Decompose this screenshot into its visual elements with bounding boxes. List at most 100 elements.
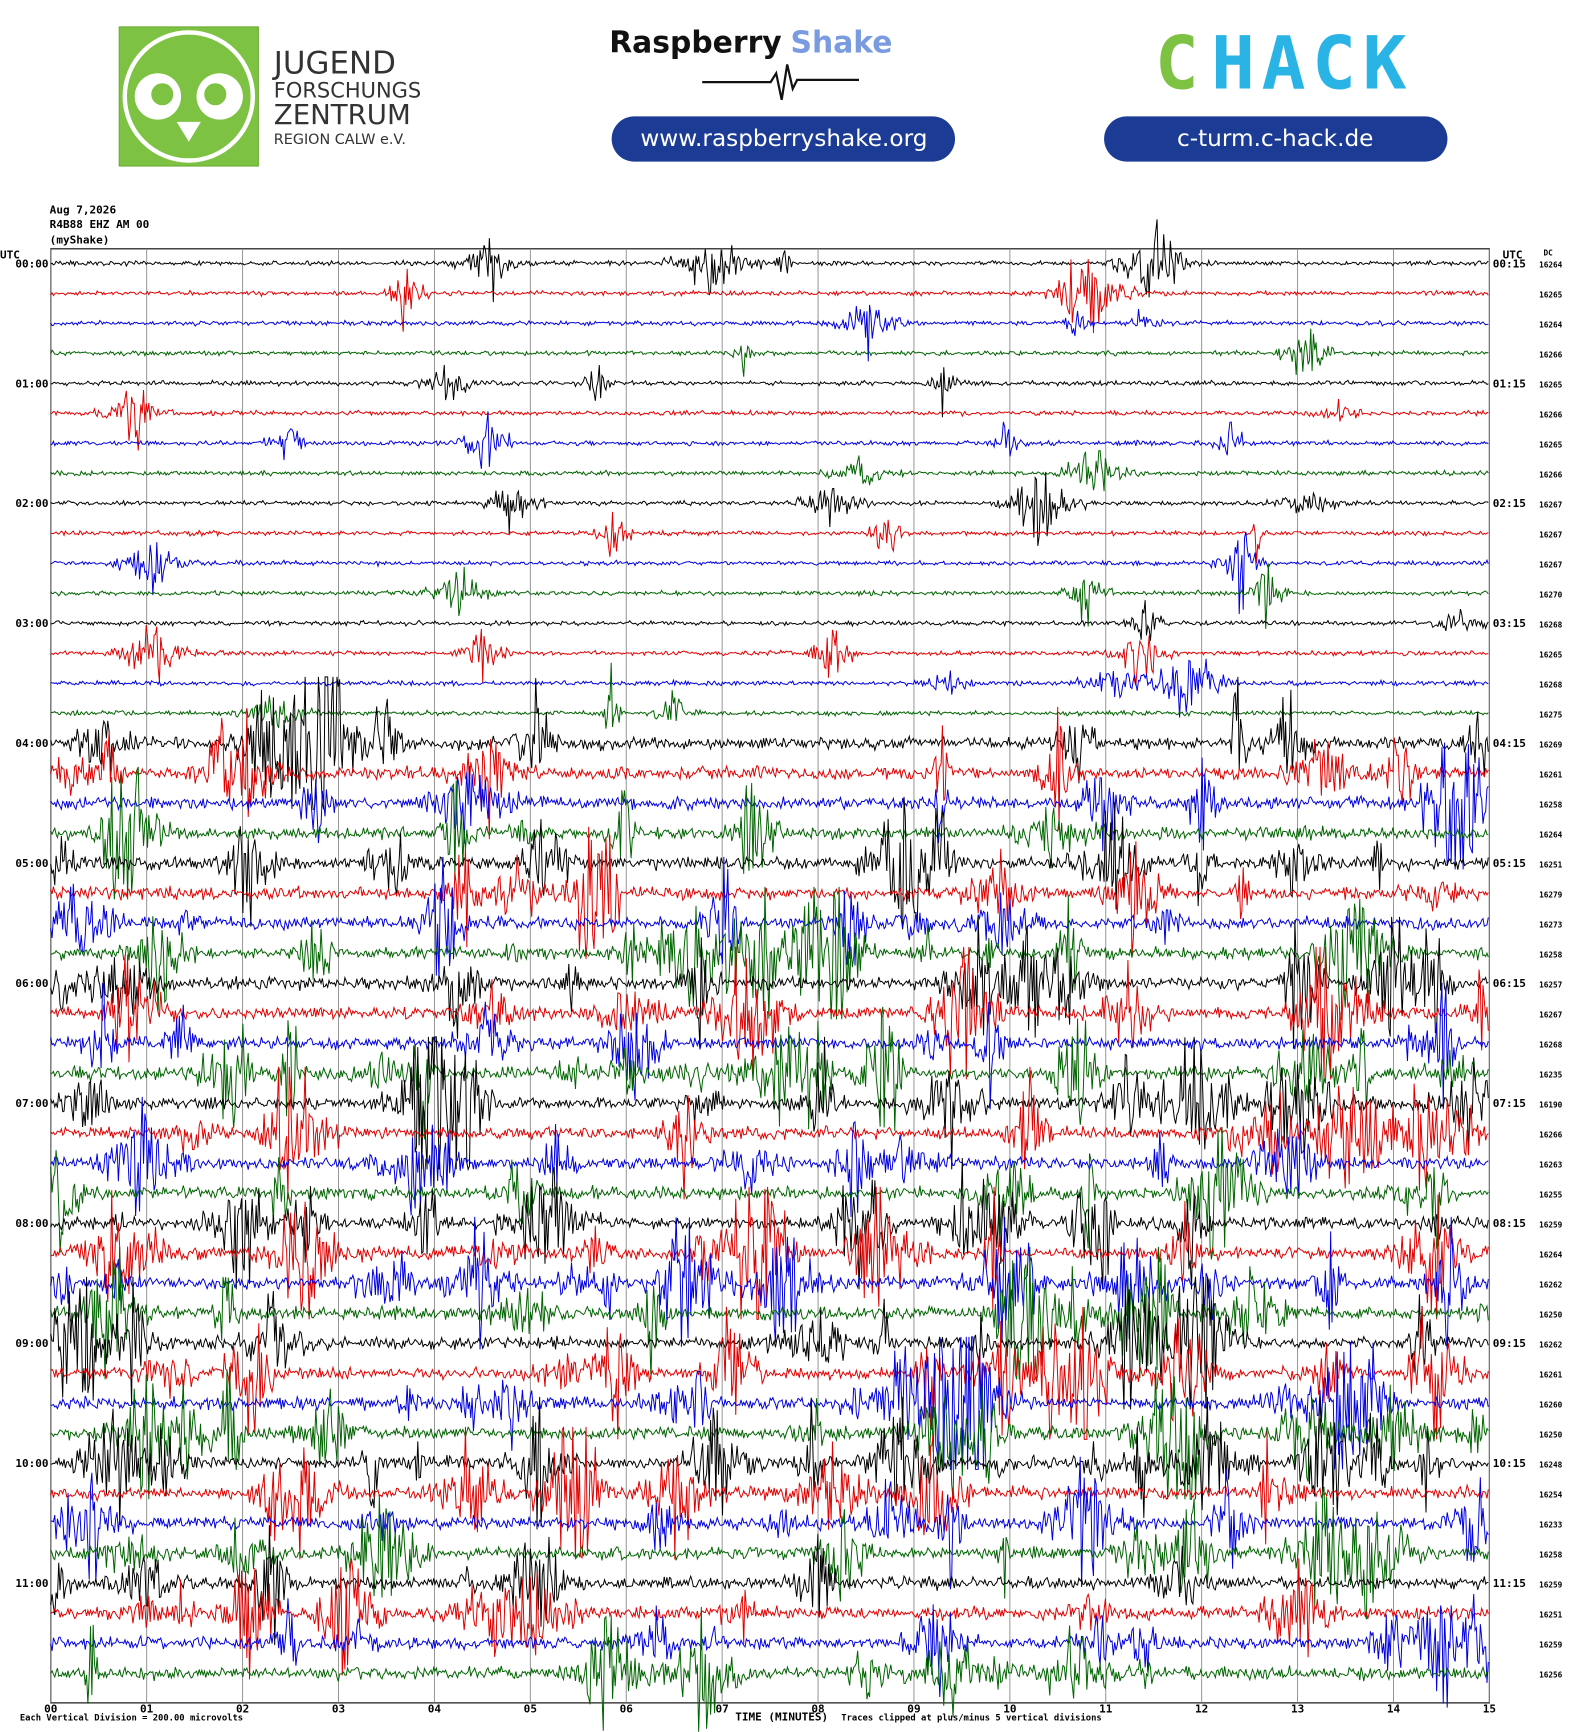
axis-label: UTC	[0, 249, 20, 262]
right-time: 01:15	[1493, 377, 1526, 390]
x-tick-label: 10	[1003, 1703, 1016, 1716]
x-tick-label: 12	[1195, 1703, 1208, 1716]
trace	[50, 1558, 1489, 1680]
left-time: 03:00	[15, 617, 48, 630]
logo-beak	[176, 121, 201, 142]
trace	[50, 1186, 1489, 1320]
network: (myShake)	[50, 233, 110, 246]
traces	[50, 219, 1489, 1732]
trace	[50, 1006, 1489, 1140]
dc-value: 16261	[1539, 770, 1563, 779]
left-time: 04:00	[15, 737, 48, 750]
trace	[50, 662, 1489, 729]
x-tick-label: 08	[811, 1703, 824, 1716]
date: Aug 7,2026	[50, 203, 117, 216]
chack-logo: C HACK c-turm.c-hack.de	[1104, 22, 1448, 162]
dc-value: 16267	[1539, 1010, 1563, 1019]
dc-value: 16259	[1539, 1580, 1563, 1589]
dc-value: 16270	[1539, 590, 1563, 599]
trace	[50, 219, 1489, 303]
url-text[interactable]: c-turm.c-hack.de	[1177, 125, 1373, 152]
url-pill[interactable]	[1104, 116, 1448, 162]
logo-text: ZENTRUM	[274, 98, 411, 131]
x-tick-label: 15	[1483, 1703, 1496, 1716]
dc-value: 16264	[1539, 320, 1563, 329]
station: R4B88 EHZ AM 00	[50, 218, 150, 231]
dc-value: 16265	[1539, 440, 1563, 449]
clip-note: Traces clipped at plus/minus 5 vertical …	[841, 1713, 1101, 1724]
trace	[50, 706, 1489, 840]
trace	[50, 886, 1489, 1020]
x-tick-label: 11	[1099, 1703, 1113, 1716]
trace	[50, 676, 1489, 810]
left-time: 05:00	[15, 857, 48, 870]
dc-value: 16250	[1539, 1310, 1563, 1319]
dc-value: 16265	[1539, 380, 1563, 389]
left-time: 10:00	[15, 1457, 48, 1470]
trace	[50, 916, 1489, 1050]
trace	[50, 826, 1489, 959]
url-pill[interactable]	[611, 116, 956, 162]
url-text[interactable]: www.raspberryshake.org	[640, 125, 927, 152]
trace	[50, 328, 1489, 377]
dc-value: 16235	[1539, 1070, 1563, 1079]
dc-value: 16262	[1539, 1280, 1562, 1289]
right-time: 00:15	[1493, 257, 1526, 270]
trace	[50, 600, 1489, 641]
left-time: 06:00	[15, 977, 48, 990]
right-time: 04:15	[1493, 737, 1526, 750]
trace	[50, 531, 1489, 615]
x-tick-label: 05	[524, 1703, 537, 1716]
dc-value: 16266	[1539, 470, 1563, 479]
trace	[50, 1525, 1489, 1646]
trace	[50, 411, 1489, 469]
dc-value: 16269	[1539, 740, 1563, 749]
logo-pupil	[204, 83, 227, 106]
raspberry-logo: Raspberry Shake www.raspberryshake.org	[609, 25, 956, 162]
brand-word: HACK	[1211, 22, 1413, 107]
trace	[50, 390, 1489, 451]
dc-value: 16233	[1539, 1520, 1563, 1529]
left-time: 08:00	[15, 1217, 48, 1230]
dc-value: 16266	[1539, 1130, 1563, 1139]
dc-value: 16251	[1539, 1610, 1563, 1619]
seismo-icon	[702, 64, 859, 100]
logo-text: REGION CALW e.V.	[274, 132, 406, 148]
dc-value: 16264	[1539, 1250, 1563, 1259]
trace	[50, 511, 1489, 564]
right-time: 09:15	[1493, 1337, 1526, 1350]
trace	[50, 856, 1489, 983]
dc-value: 16268	[1539, 680, 1563, 689]
brand-word: C	[1155, 22, 1206, 107]
right-time: 11:15	[1493, 1577, 1526, 1590]
left-time: 11:00	[15, 1577, 48, 1590]
brand-word: Shake	[791, 25, 893, 60]
logo-text: FORSCHUNGS	[274, 79, 421, 103]
trace	[50, 658, 1489, 718]
x-tick-label: 00	[44, 1703, 57, 1716]
x-tick-label: 09	[907, 1703, 920, 1716]
logo-text: JUGEND	[272, 45, 396, 81]
dc-value: 16263	[1539, 1160, 1563, 1169]
jfz-logo: JUGEND FORSCHUNGS ZENTRUM REGION CALW e.…	[118, 26, 421, 167]
dc-value: 16254	[1539, 1490, 1563, 1499]
dc-value: 16265	[1539, 290, 1563, 299]
dc-value: 16264	[1539, 830, 1563, 839]
trace	[50, 1366, 1489, 1500]
trace	[50, 1426, 1489, 1560]
dc-value: 16275	[1539, 710, 1563, 719]
trace	[50, 563, 1489, 629]
right-time: 07:15	[1493, 1097, 1526, 1110]
dc-value: 16250	[1539, 1430, 1563, 1439]
trace	[50, 766, 1489, 900]
dc-value: 16267	[1539, 560, 1563, 569]
dc-value: 16266	[1539, 410, 1563, 419]
trace	[50, 259, 1489, 334]
dc-value: 16268	[1539, 1040, 1563, 1049]
x-tick-label: 07	[715, 1703, 728, 1716]
trace	[50, 1276, 1489, 1410]
trace	[50, 1036, 1489, 1172]
left-time: 00:00	[15, 257, 48, 270]
